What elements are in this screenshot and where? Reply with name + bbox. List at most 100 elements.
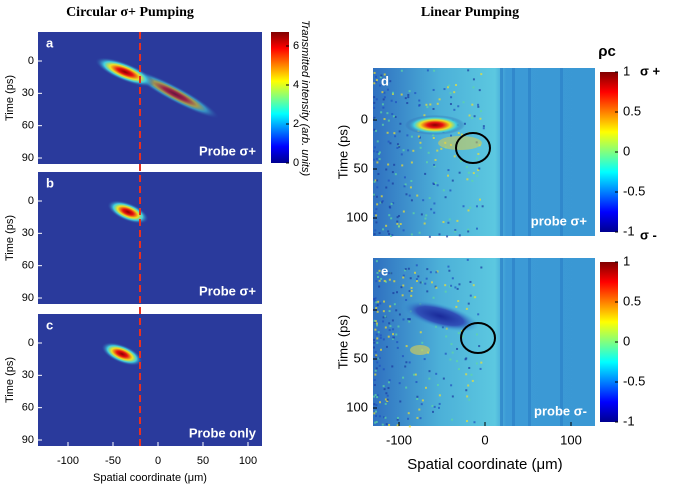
noise xyxy=(438,233,440,235)
noise xyxy=(377,311,379,313)
noise xyxy=(450,92,452,94)
noise xyxy=(452,352,454,354)
panel-letter: d xyxy=(381,73,389,88)
noise xyxy=(467,384,469,386)
noise xyxy=(374,422,376,424)
noise xyxy=(477,153,479,155)
y-tick-label: 90 xyxy=(22,292,34,304)
noise xyxy=(382,228,384,230)
noise xyxy=(478,345,480,347)
noise xyxy=(435,373,437,375)
noise xyxy=(426,268,428,270)
y-tick-label: 60 xyxy=(22,120,34,132)
noise xyxy=(375,404,377,406)
noise xyxy=(416,417,418,419)
noise xyxy=(411,136,413,138)
noise xyxy=(428,378,430,380)
noise xyxy=(439,403,441,405)
noise xyxy=(435,159,437,161)
noise xyxy=(376,260,378,262)
noise xyxy=(391,365,393,367)
colorbar-tick-label: -1 xyxy=(623,413,635,428)
y-tick-label: 30 xyxy=(22,87,34,99)
noise xyxy=(431,281,433,283)
y-tick-label: 0 xyxy=(28,55,34,67)
noise xyxy=(383,385,385,387)
noise xyxy=(458,332,460,334)
noise xyxy=(419,232,421,234)
y-label: Time (ps) xyxy=(335,125,350,179)
noise xyxy=(376,361,378,363)
noise xyxy=(445,291,447,293)
noise xyxy=(373,102,375,104)
noise xyxy=(401,94,403,96)
noise xyxy=(389,379,391,381)
noise xyxy=(402,355,404,357)
noise xyxy=(411,233,413,235)
noise xyxy=(479,118,481,120)
noise xyxy=(433,70,435,72)
noise xyxy=(398,146,400,148)
noise xyxy=(388,322,390,324)
noise xyxy=(376,196,378,198)
noise xyxy=(405,387,407,389)
noise xyxy=(476,158,478,160)
noise xyxy=(418,409,420,411)
noise xyxy=(405,193,407,195)
noise xyxy=(452,180,454,182)
noise xyxy=(449,359,451,361)
noise xyxy=(375,415,377,417)
noise xyxy=(401,153,403,155)
noise xyxy=(468,303,470,305)
noise xyxy=(432,183,434,185)
noise xyxy=(392,328,394,330)
noise xyxy=(467,230,469,232)
noise xyxy=(374,72,376,74)
noise xyxy=(469,281,471,283)
noise xyxy=(429,197,431,199)
noise xyxy=(389,329,391,331)
noise xyxy=(392,336,394,338)
noise xyxy=(476,362,478,364)
noise xyxy=(392,183,394,185)
noise xyxy=(402,276,404,278)
noise xyxy=(382,320,384,322)
noise xyxy=(471,104,473,106)
noise xyxy=(373,107,375,109)
colorbar-tick-label: 2 xyxy=(293,118,299,130)
noise xyxy=(399,130,401,132)
noise xyxy=(388,214,390,216)
y-tick-label: 0 xyxy=(28,337,34,349)
noise xyxy=(373,339,375,341)
noise xyxy=(415,381,417,383)
noise xyxy=(418,100,420,102)
noise xyxy=(377,140,379,142)
noise xyxy=(396,291,398,293)
noise xyxy=(466,178,468,180)
noise xyxy=(447,175,449,177)
noise xyxy=(424,358,426,360)
noise xyxy=(376,161,378,163)
panel-caption: Probe σ+ xyxy=(199,143,256,158)
noise xyxy=(453,91,455,93)
noise xyxy=(469,207,471,209)
noise xyxy=(479,89,481,91)
noise xyxy=(376,98,378,100)
noise xyxy=(381,91,383,93)
noise xyxy=(445,335,447,337)
noise xyxy=(449,189,451,191)
noise xyxy=(471,117,473,119)
noise xyxy=(439,98,441,100)
noise xyxy=(375,221,377,223)
noise xyxy=(398,225,400,227)
noise xyxy=(388,424,390,426)
noise xyxy=(375,301,377,303)
noise xyxy=(379,158,381,160)
noise xyxy=(397,417,399,419)
noise xyxy=(390,272,392,274)
colorbar-tick-label: 0 xyxy=(623,333,630,348)
noise xyxy=(430,208,432,210)
noise xyxy=(383,316,385,318)
noise xyxy=(451,419,453,421)
